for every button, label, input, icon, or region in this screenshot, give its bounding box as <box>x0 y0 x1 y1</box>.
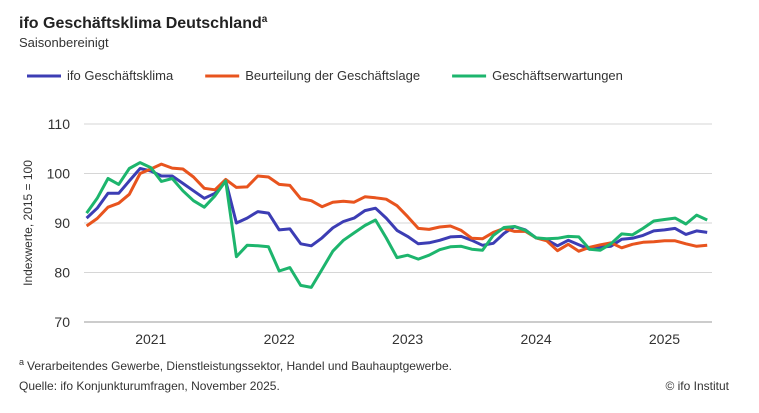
x-tick-label: 2021 <box>135 331 166 347</box>
legend-label: Beurteilung der Geschäftslage <box>245 68 420 83</box>
y-tick-label: 80 <box>54 265 70 281</box>
y-tick-label: 90 <box>54 215 70 231</box>
y-axis-label: Indexwerte, 2015 = 100 <box>21 160 35 286</box>
x-tick-label: 2024 <box>520 331 551 347</box>
y-tick-label: 100 <box>47 166 71 182</box>
series-line <box>85 167 708 251</box>
footnote-group: a Verarbeitendes Gewerbe, Dienstleistungs… <box>19 357 452 373</box>
subtitle: Saisonbereinigt <box>19 35 109 50</box>
series-line <box>85 162 708 253</box>
footnote: Verarbeitendes Gewerbe, Dienstleistungss… <box>27 359 452 373</box>
chart-title-group: ifo Geschäftsklima Deutschlanda <box>19 14 268 32</box>
x-tick-label: 2025 <box>649 331 680 347</box>
chart-title: ifo Geschäftsklima Deutschland <box>19 15 262 32</box>
y-tick-label: 70 <box>54 314 70 330</box>
title-marker: a <box>262 14 268 25</box>
x-tick-label: 2022 <box>264 331 295 347</box>
x-tick-label: 2023 <box>392 331 423 347</box>
credit: © ifo Institut <box>665 379 729 393</box>
legend-label: ifo Geschäftsklima <box>67 68 174 83</box>
series-line <box>85 161 708 289</box>
legend-label: Geschäftserwartungen <box>492 68 623 83</box>
footnote-marker: a <box>19 357 24 367</box>
source: Quelle: ifo Konjunkturumfragen, November… <box>19 379 280 393</box>
y-tick-label: 110 <box>48 116 71 132</box>
